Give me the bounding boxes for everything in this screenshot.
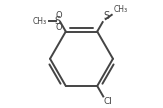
Text: S: S [103, 11, 109, 21]
Text: O: O [55, 23, 62, 32]
Text: O: O [55, 11, 62, 20]
Text: S: S [55, 17, 61, 26]
Text: CH₃: CH₃ [32, 17, 46, 26]
Text: Cl: Cl [104, 97, 113, 106]
Text: CH₃: CH₃ [113, 5, 127, 14]
